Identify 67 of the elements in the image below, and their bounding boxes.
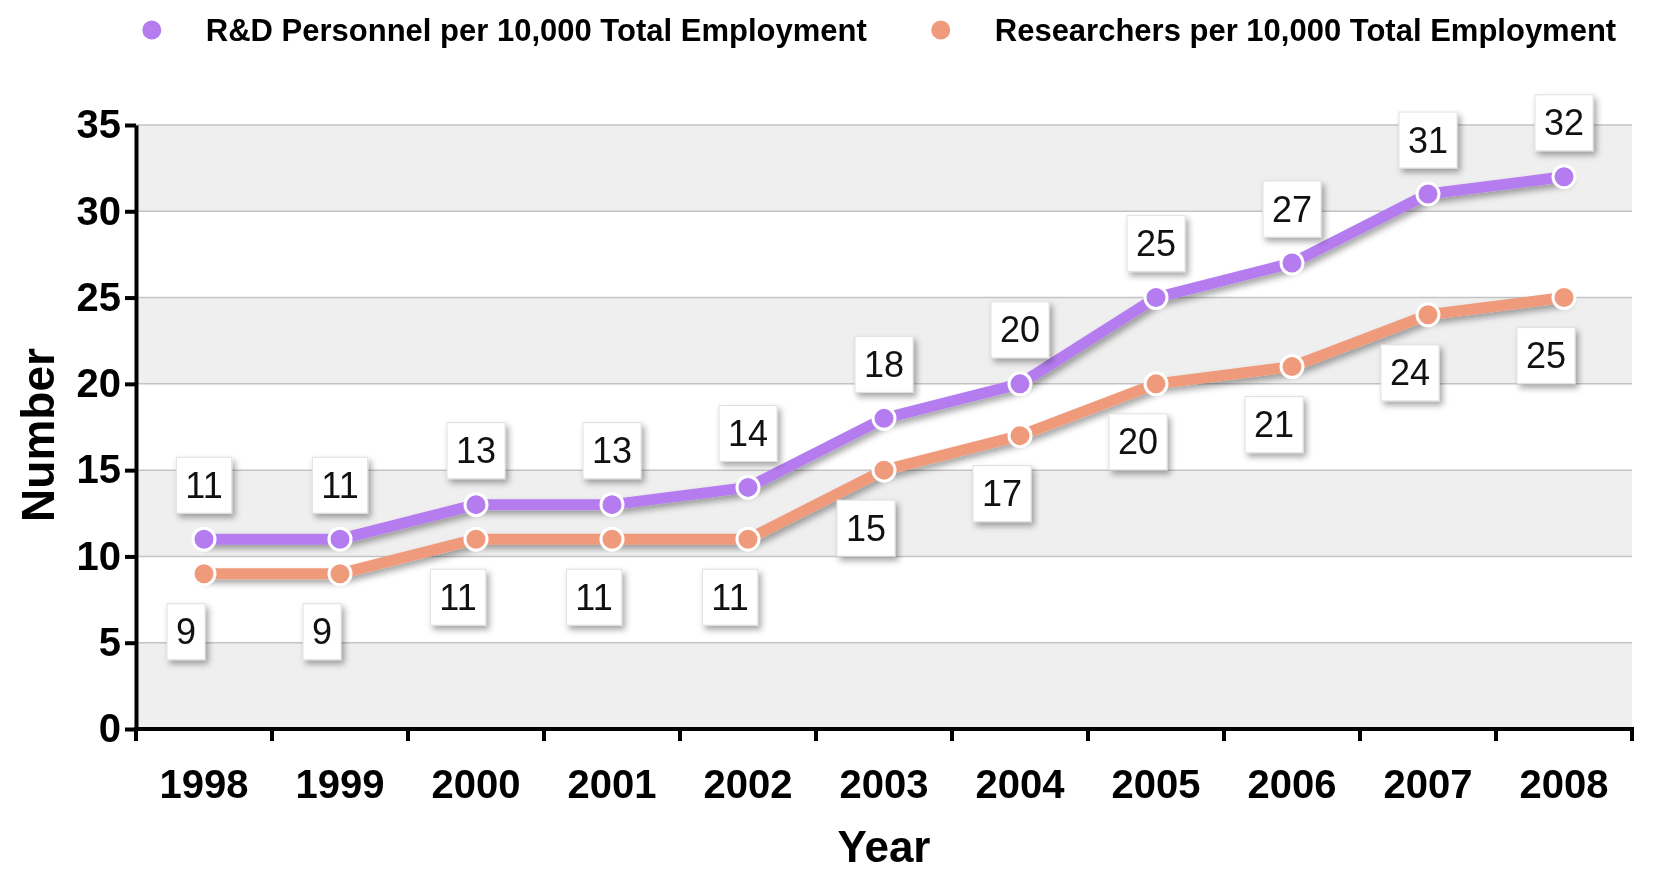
data-label: 27 (1271, 188, 1313, 230)
point (191, 526, 217, 552)
point (191, 561, 217, 587)
data-label: 21 (1253, 404, 1295, 446)
point (1279, 354, 1305, 380)
point (735, 526, 761, 552)
point (463, 526, 489, 552)
data-label: 11 (321, 464, 359, 506)
data-label: 20 (999, 309, 1041, 351)
x-tick-label: 2002 (703, 762, 793, 806)
point (871, 457, 897, 483)
point (327, 526, 353, 552)
data-label: 20 (1117, 421, 1159, 463)
y-tick-label: 30 (76, 188, 121, 233)
data-label: 14 (727, 412, 769, 454)
point (1279, 250, 1305, 276)
point (327, 561, 353, 587)
x-tick-label: 1998 (159, 762, 249, 806)
y-axis-title: Number (12, 348, 64, 522)
data-label: 17 (981, 473, 1023, 515)
x-tick-label: 2004 (975, 762, 1066, 806)
data-label: 13 (591, 430, 633, 472)
point (1143, 285, 1169, 311)
point (599, 492, 625, 518)
legend-label: Researchers per 10,000 Total Employment (994, 12, 1617, 48)
data-label: 18 (863, 343, 905, 385)
point (463, 492, 489, 518)
x-tick-label: 2001 (567, 762, 657, 806)
data-label: 24 (1389, 352, 1431, 394)
data-label: 25 (1135, 223, 1177, 265)
data-label: 32 (1543, 102, 1585, 144)
y-tick-label: 25 (76, 274, 121, 319)
legend-label: R&D Personnel per 10,000 Total Employment (205, 12, 867, 48)
x-tick-label: 2000 (431, 762, 521, 806)
x-tick-label: 2003 (839, 762, 929, 806)
y-tick-label: 5 (98, 620, 121, 665)
x-tick-label: 2005 (1111, 762, 1201, 806)
data-label: 11 (185, 464, 223, 506)
point (1415, 302, 1441, 328)
point (1551, 285, 1577, 311)
y-tick-label: 20 (76, 361, 121, 406)
point (871, 405, 897, 431)
point (1415, 181, 1441, 207)
point (1143, 371, 1169, 397)
data-label: 11 (439, 576, 477, 618)
x-tick-label: 2008 (1519, 762, 1609, 806)
y-tick-label: 15 (76, 447, 121, 492)
point (1007, 371, 1033, 397)
data-label: 11 (711, 576, 749, 618)
data-label: 13 (455, 430, 497, 472)
data-label: 15 (845, 507, 887, 549)
point (599, 526, 625, 552)
x-tick-label: 1999 (295, 762, 385, 806)
x-tick-label: 2006 (1247, 762, 1337, 806)
point (1551, 164, 1577, 190)
data-label: 9 (175, 611, 197, 653)
data-label: 11 (575, 576, 613, 618)
data-label: 25 (1525, 335, 1567, 377)
y-tick-label: 35 (76, 102, 121, 147)
x-axis-title: Year (837, 822, 931, 871)
y-tick-label: 10 (76, 533, 121, 578)
point (735, 474, 761, 500)
x-tick-label: 2007 (1383, 762, 1473, 806)
y-tick-label: 0 (98, 706, 121, 751)
point (1007, 423, 1033, 449)
data-label: 31 (1407, 119, 1449, 161)
data-label: 9 (311, 611, 333, 653)
